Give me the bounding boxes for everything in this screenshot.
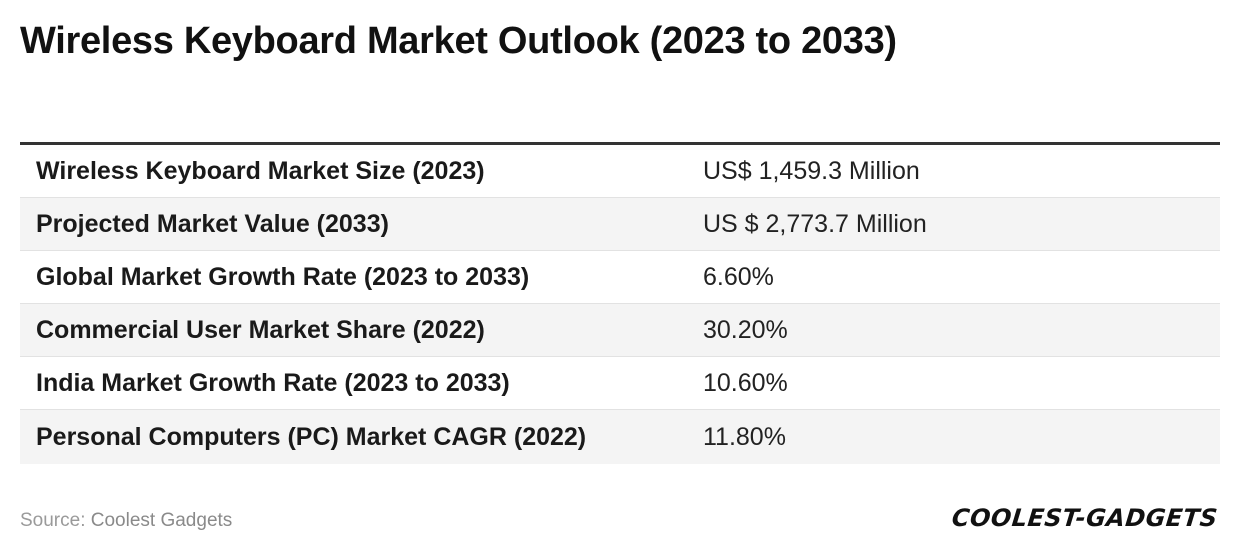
source-label: Source: xyxy=(20,510,86,531)
row-value: 10.60% xyxy=(703,368,788,397)
row-label: Projected Market Value (2033) xyxy=(36,209,389,238)
table-row: Personal Computers (PC) Market CAGR (202… xyxy=(20,410,1220,464)
row-label: Commercial User Market Share (2022) xyxy=(36,315,485,344)
data-table: Wireless Keyboard Market Size (2023) US$… xyxy=(20,142,1220,464)
table-row: Projected Market Value (2033) US $ 2,773… xyxy=(20,198,1220,251)
row-value: 30.20% xyxy=(703,315,788,344)
source-credit: Source: Coolest Gadgets xyxy=(20,510,232,532)
source-value: Coolest Gadgets xyxy=(90,510,233,531)
row-value: 11.80% xyxy=(703,422,786,451)
row-label: Wireless Keyboard Market Size (2023) xyxy=(36,156,485,185)
row-value: US$ 1,459.3 Million xyxy=(703,156,920,185)
table-row: Wireless Keyboard Market Size (2023) US$… xyxy=(20,145,1220,198)
row-label: Personal Computers (PC) Market CAGR (202… xyxy=(36,422,587,451)
row-value: US $ 2,773.7 Million xyxy=(703,209,927,238)
brand-logo: COOLEST-GADGETS xyxy=(950,504,1220,532)
row-label: Global Market Growth Rate (2023 to 2033) xyxy=(36,262,530,291)
row-label: India Market Growth Rate (2023 to 2033) xyxy=(36,368,510,397)
table-row: India Market Growth Rate (2023 to 2033) … xyxy=(20,357,1220,410)
table-row: Commercial User Market Share (2022) 30.2… xyxy=(20,304,1220,357)
page-title: Wireless Keyboard Market Outlook (2023 t… xyxy=(20,20,897,62)
table-row: Global Market Growth Rate (2023 to 2033)… xyxy=(20,251,1220,304)
row-value: 6.60% xyxy=(703,262,774,291)
